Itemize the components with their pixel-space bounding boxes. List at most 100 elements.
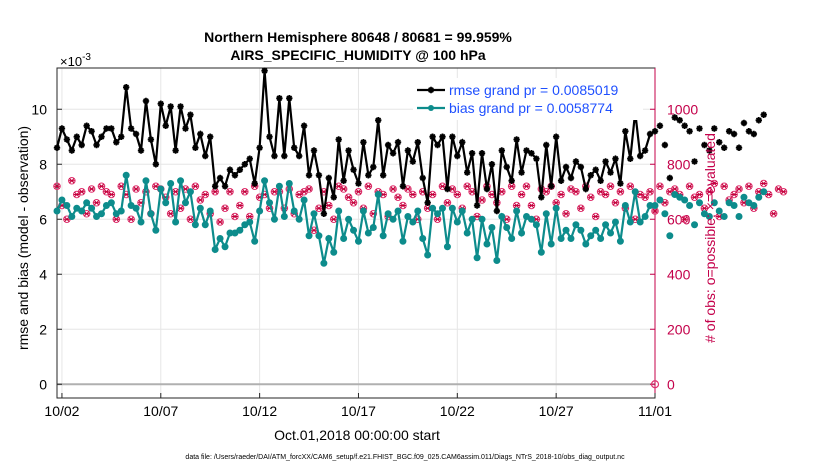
obs-evaluated-point — [226, 188, 233, 195]
obs-possible-point — [77, 187, 86, 196]
rmse-point — [202, 152, 209, 160]
obs-evaluated-point — [736, 186, 743, 192]
bias-point — [97, 210, 105, 218]
obs-evaluated-point — [345, 194, 352, 201]
bias-point — [335, 207, 343, 215]
rmse-point — [454, 152, 461, 160]
rmse-point — [716, 139, 723, 146]
bias-point — [320, 259, 328, 267]
rmse-point — [271, 152, 278, 160]
obs-possible-point — [572, 187, 580, 196]
rmse-point — [197, 130, 204, 138]
bias-point — [172, 218, 180, 226]
bias-point — [83, 199, 91, 207]
obs-possible-point — [68, 176, 76, 185]
bias-point — [340, 235, 348, 242]
rmse-point — [691, 158, 698, 165]
obs-possible-point — [394, 193, 402, 202]
obs-possible-point — [611, 198, 620, 207]
bias-point — [251, 237, 259, 245]
bias-point — [715, 207, 723, 215]
bias-point — [419, 235, 427, 242]
rmse-point — [246, 155, 253, 162]
bias-point — [686, 202, 694, 209]
obs-evaluated-point — [187, 216, 194, 223]
bias-point — [463, 229, 471, 237]
bias-point — [468, 215, 476, 223]
obs-evaluated-point — [325, 202, 332, 209]
obs-possible-point — [409, 190, 417, 199]
obs-possible-point — [127, 215, 135, 224]
rmse-point — [266, 133, 273, 140]
y-right-tick-label: 200 — [667, 321, 691, 337]
rmse-point — [478, 150, 486, 157]
bias-point — [246, 218, 254, 226]
rmse-point — [622, 128, 629, 135]
obs-evaluated-point — [508, 183, 515, 190]
rmse-point — [429, 133, 436, 140]
rmse-point — [740, 119, 748, 127]
obs-evaluated-point — [523, 183, 530, 190]
obs-evaluated-point — [780, 188, 787, 195]
bias-point — [162, 199, 170, 207]
obs-evaluated-point — [63, 216, 70, 223]
bias-point — [666, 232, 674, 240]
rmse-point — [231, 172, 239, 179]
rmse-point — [548, 183, 555, 190]
rmse-point — [315, 172, 323, 179]
obs-possible-point — [389, 185, 397, 193]
rmse-point — [572, 158, 580, 165]
rmse-point — [449, 133, 456, 140]
obs-evaluated-point — [246, 213, 253, 220]
rmse-point — [320, 210, 328, 217]
obs-evaluated-point — [78, 188, 85, 195]
rmse-point — [310, 147, 318, 154]
obs-evaluated-point — [306, 186, 313, 192]
obs-possible-point — [759, 179, 768, 188]
bias-point — [557, 235, 565, 242]
bias-point — [315, 232, 323, 240]
bias-point — [350, 226, 358, 234]
obs-evaluated-point — [83, 210, 90, 217]
rmse-point — [518, 169, 525, 176]
bias-point — [261, 177, 269, 185]
bias-point — [285, 180, 293, 187]
obs-evaluated-point — [177, 205, 184, 212]
bias-point — [196, 204, 204, 212]
rmse-point — [394, 139, 402, 146]
rmse-point — [172, 147, 179, 154]
bias-point — [58, 196, 66, 204]
rmse-point — [493, 207, 501, 215]
bias-point — [177, 177, 185, 185]
bias-point — [88, 204, 96, 212]
obs-evaluated-point — [98, 183, 105, 190]
rmse-point — [567, 174, 575, 182]
bias-point — [216, 235, 224, 242]
rmse-point — [152, 161, 160, 168]
obs-evaluated-point — [572, 188, 579, 195]
rmse-point — [340, 177, 347, 184]
bias-point — [132, 204, 140, 212]
rmse-point — [760, 111, 767, 118]
obs-possible-point — [685, 182, 694, 191]
y-left-tick-label: 6 — [39, 211, 47, 227]
y-axis-label-left: rmse and bias (model - observation) — [15, 126, 31, 350]
rmse-point — [187, 111, 194, 118]
obs-evaluated-point — [236, 202, 243, 209]
rmse-point — [389, 150, 397, 157]
bias-point — [201, 221, 209, 229]
obs-possible-point — [132, 185, 140, 193]
rmse-point — [122, 84, 130, 91]
x-tick-label: 10/27 — [539, 403, 574, 419]
obs-evaluated-point — [212, 188, 219, 195]
rmse-point — [483, 185, 491, 193]
obs-possible-point — [601, 190, 610, 199]
bias-point — [221, 243, 229, 251]
rmse-point — [612, 155, 619, 162]
rmse-point — [409, 158, 417, 165]
bias-point — [364, 229, 372, 237]
x-tick-label: 10/17 — [341, 403, 376, 419]
rmse-point — [256, 144, 263, 151]
obs-evaluated-point — [617, 188, 624, 195]
obs-evaluated-point — [315, 205, 322, 212]
